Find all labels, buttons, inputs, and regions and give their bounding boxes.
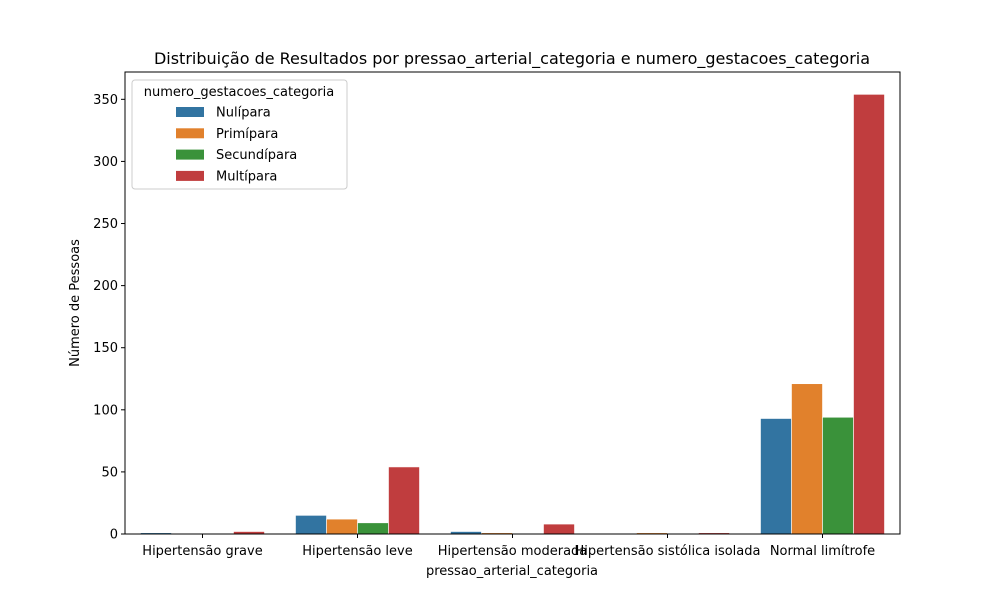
legend-swatch [176,128,204,139]
x-tick-label: Hipertensão grave [142,544,262,559]
legend-swatch [176,149,204,160]
bars-group [140,94,885,535]
legend: numero_gestacoes_categoria Nulípara Primí… [131,79,348,190]
y-axis: 0 50 100 150 200 250 300 350 [93,93,125,543]
legend-entry-label: Secundípara [216,148,297,163]
y-tick-label: 300 [93,155,118,170]
legend-entry-label: Nulípara [216,106,271,121]
bar [822,416,854,535]
legend-entry-label: Multípara [216,169,277,184]
legend-title: numero_gestacoes_categoria [144,85,334,100]
plot-frame [124,71,901,535]
y-tick-label: 0 [110,528,118,543]
bar [760,418,792,535]
bar [791,383,823,535]
y-axis-label: Número de Pessoas [68,239,83,367]
legend-swatch [176,170,204,181]
y-tick-label: 200 [93,279,118,294]
legend-entry-label: Primípara [216,127,278,142]
bar [543,523,575,535]
x-tick-label: Hipertensão leve [302,544,412,559]
x-axis: Hipertensão grave Hipertensão leve Hiperte… [142,534,875,559]
x-axis-label: pressao_arterial_categoria [426,564,598,579]
y-tick-label: 250 [93,217,118,232]
x-tick-label: Normal limítrofe [770,544,875,559]
chart-title: Distribuição de Resultados por pressao_a… [154,49,870,69]
bar [295,515,327,535]
bar [357,522,389,535]
x-tick-label: Hipertensão moderada [438,544,588,559]
bar [326,518,358,535]
y-tick-label: 100 [93,403,118,418]
legend-swatch [176,107,204,117]
y-tick-label: 350 [93,93,118,108]
bar [388,466,420,535]
x-tick-label: Hipertensão sistólica isolada [575,544,761,559]
bar [853,94,885,535]
y-tick-label: 150 [93,341,118,356]
y-tick-label: 50 [101,465,118,480]
